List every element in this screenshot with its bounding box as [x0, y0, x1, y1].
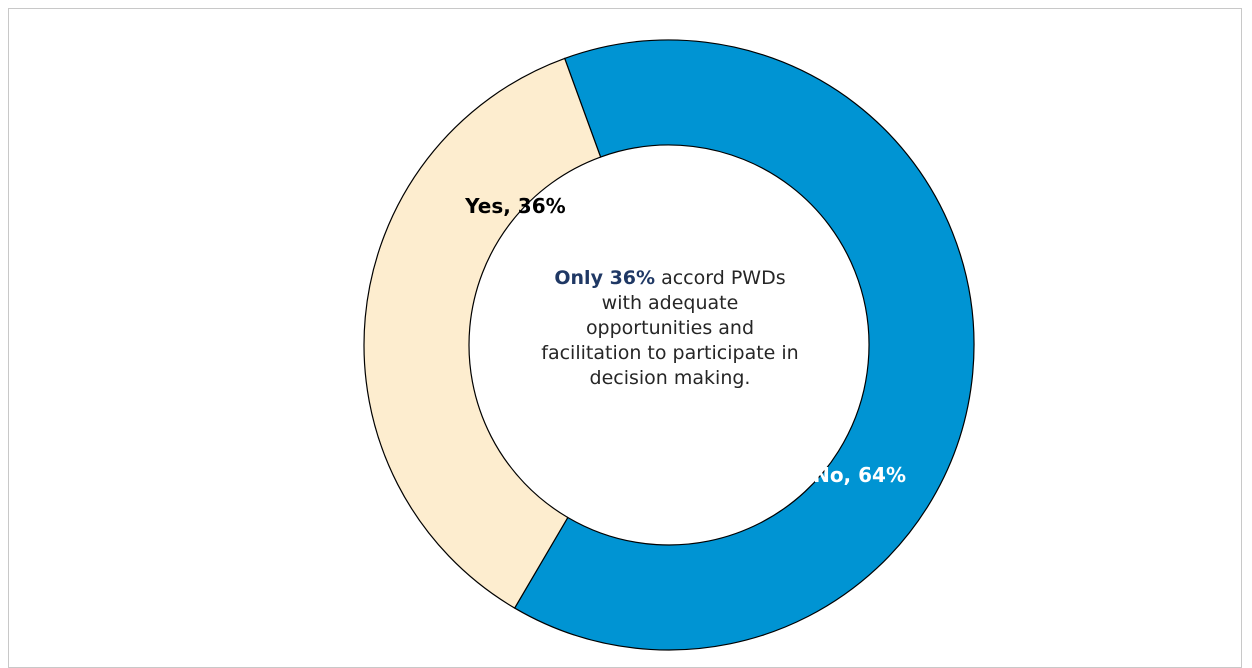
center-annotation: Only 36% accord PWDs with adequate oppor…: [540, 266, 800, 391]
data-label-yes: Yes, 36%: [464, 194, 566, 218]
data-label-no: No, 64%: [813, 463, 906, 487]
slice-yes: [363, 57, 602, 609]
slice-no: [513, 39, 975, 651]
center-annotation-text: accord PWDs with adequate opportunities …: [541, 267, 799, 389]
center-annotation-highlight: Only 36%: [554, 267, 656, 289]
